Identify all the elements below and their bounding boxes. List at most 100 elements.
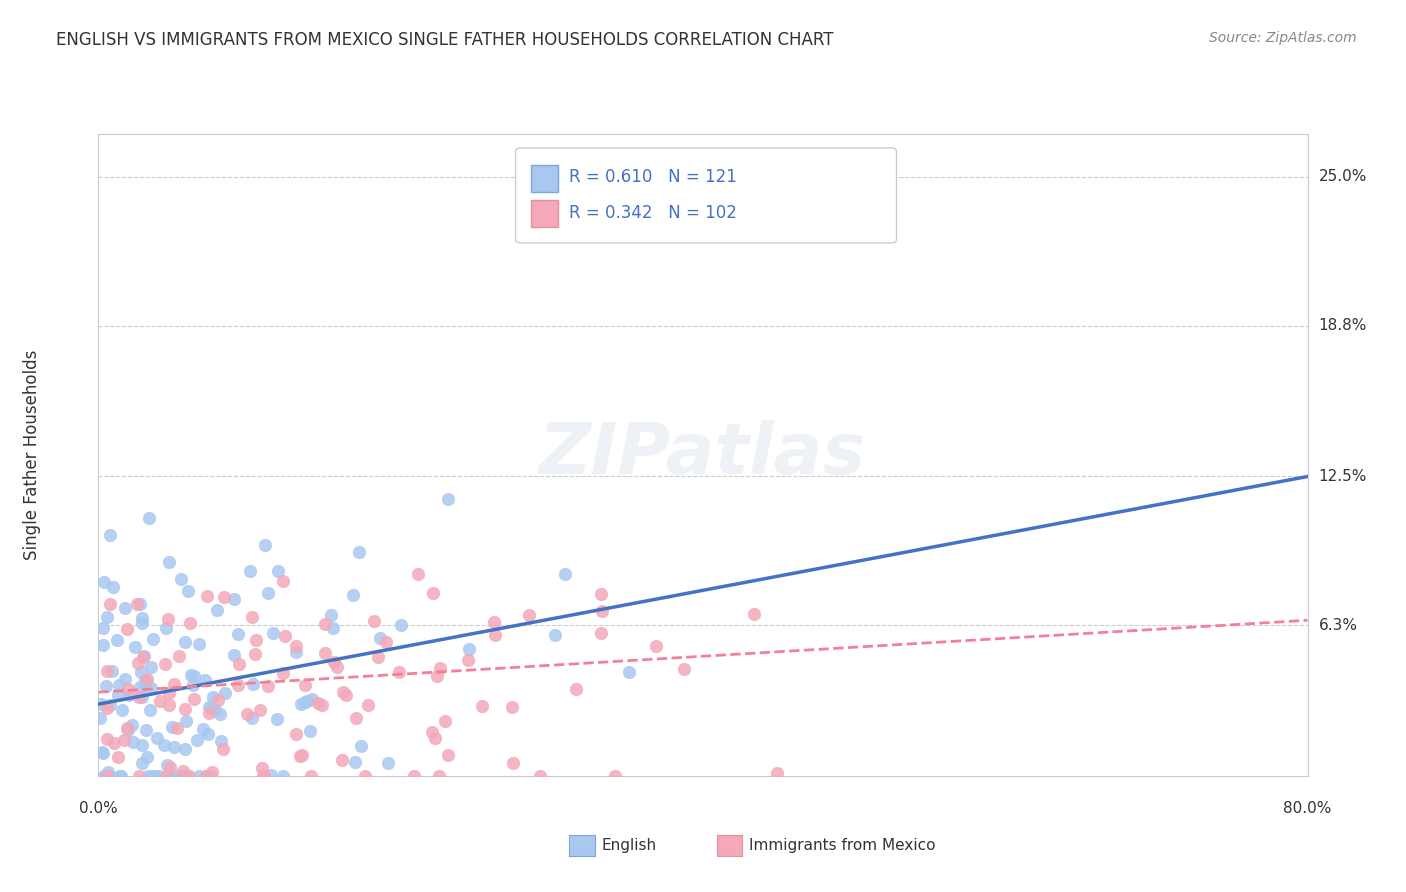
Point: [426, 669, 449, 683]
Point: [433, 714, 456, 728]
Point: [163, 677, 186, 691]
Point: [291, 748, 314, 763]
Point: [368, 631, 391, 645]
Point: [228, 657, 250, 672]
Point: [195, 769, 218, 783]
Point: [96, 679, 118, 693]
Point: [314, 646, 336, 660]
Point: [195, 589, 218, 603]
Point: [271, 665, 294, 680]
Point: [457, 653, 479, 667]
Point: [326, 660, 349, 674]
Point: [136, 750, 159, 764]
Point: [90, 697, 112, 711]
Point: [135, 723, 157, 737]
Point: [350, 739, 373, 754]
Point: [143, 769, 166, 783]
Point: [111, 703, 134, 717]
Point: [436, 492, 458, 507]
FancyBboxPatch shape: [531, 165, 558, 192]
Point: [149, 694, 172, 708]
Point: [172, 764, 194, 779]
Point: [605, 769, 627, 783]
Point: [93, 746, 115, 760]
Point: [420, 725, 443, 739]
Point: [208, 707, 231, 722]
Point: [129, 597, 152, 611]
Point: [335, 688, 357, 702]
Point: [482, 615, 505, 629]
Point: [565, 681, 588, 696]
Point: [129, 680, 152, 694]
Point: [101, 665, 124, 679]
Point: [155, 621, 177, 635]
Point: [129, 665, 152, 679]
Point: [222, 648, 245, 662]
Text: ZIPatlas: ZIPatlas: [540, 420, 866, 490]
Point: [285, 645, 308, 659]
Point: [148, 769, 170, 783]
Point: [471, 698, 494, 713]
Text: 6.3%: 6.3%: [1319, 617, 1358, 632]
Point: [136, 769, 159, 783]
Point: [207, 603, 229, 617]
Point: [271, 769, 294, 783]
Point: [517, 607, 540, 622]
Point: [253, 769, 276, 783]
Point: [344, 710, 367, 724]
Point: [226, 678, 249, 692]
Point: [252, 769, 274, 783]
Point: [174, 634, 197, 648]
Point: [274, 629, 297, 643]
Point: [170, 573, 193, 587]
Point: [156, 611, 179, 625]
Point: [402, 769, 425, 783]
FancyBboxPatch shape: [516, 148, 897, 243]
Point: [157, 769, 180, 783]
Point: [183, 692, 205, 706]
Point: [290, 697, 312, 711]
Point: [157, 698, 180, 713]
Point: [254, 538, 277, 552]
Point: [502, 756, 524, 771]
Point: [260, 768, 283, 782]
Point: [132, 649, 155, 664]
Point: [266, 712, 288, 726]
Point: [194, 673, 217, 688]
Point: [257, 679, 280, 693]
Point: [114, 672, 136, 686]
Text: 18.8%: 18.8%: [1319, 318, 1367, 333]
Point: [131, 615, 153, 630]
Point: [188, 637, 211, 651]
Point: [742, 607, 765, 621]
Point: [429, 769, 451, 783]
Point: [128, 690, 150, 704]
Point: [124, 640, 146, 654]
Point: [108, 678, 131, 692]
Point: [406, 566, 429, 581]
Point: [187, 769, 209, 783]
Point: [363, 614, 385, 628]
Point: [765, 766, 787, 780]
Point: [180, 668, 202, 682]
Point: [236, 706, 259, 721]
Point: [114, 600, 136, 615]
Point: [591, 625, 613, 640]
Text: R = 0.610   N = 121: R = 0.610 N = 121: [569, 169, 737, 186]
Point: [267, 564, 290, 578]
Text: Single Father Households: Single Father Households: [22, 350, 41, 560]
Point: [98, 528, 121, 542]
Point: [197, 727, 219, 741]
Point: [155, 769, 177, 783]
Point: [176, 583, 198, 598]
Point: [107, 688, 129, 702]
Point: [176, 769, 198, 783]
Point: [153, 657, 176, 671]
Point: [91, 638, 114, 652]
Point: [93, 769, 115, 783]
Point: [343, 755, 366, 769]
Point: [222, 591, 245, 606]
Point: [107, 750, 129, 764]
Text: Immigrants from Mexico: Immigrants from Mexico: [749, 838, 936, 853]
Point: [101, 580, 124, 594]
